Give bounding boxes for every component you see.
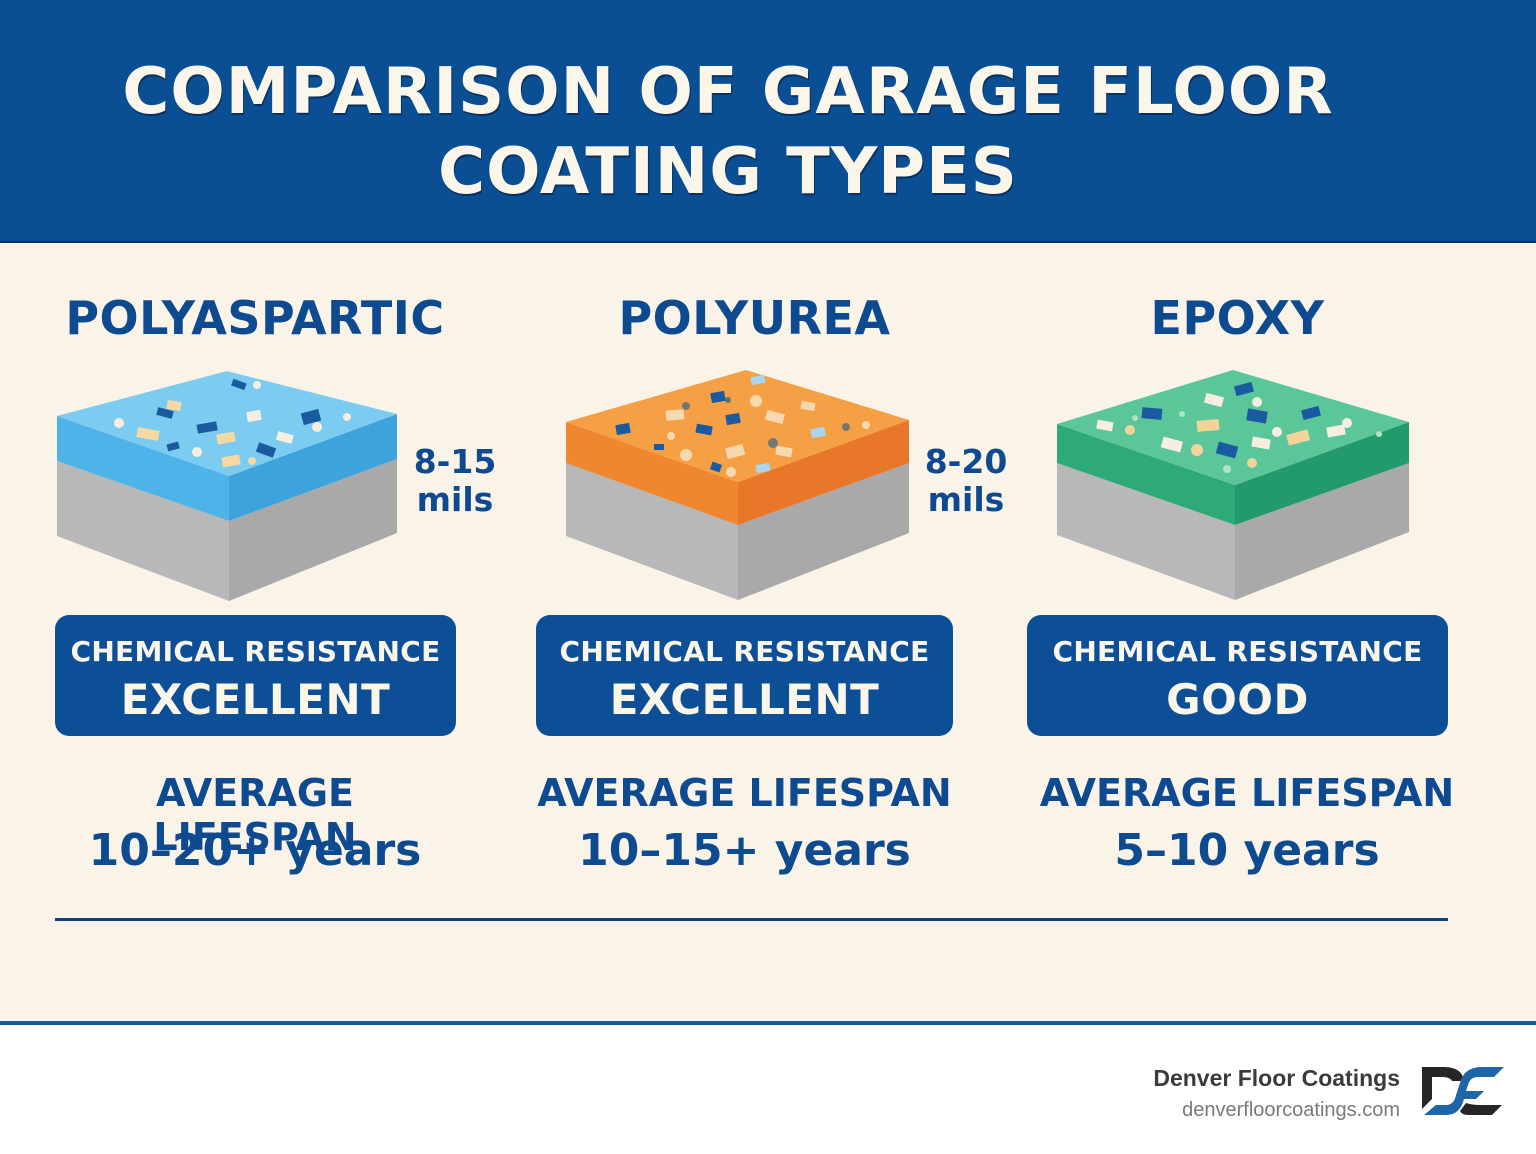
footer: Denver Floor Coatings denverfloorcoating… [0, 1029, 1536, 1154]
title-line-2: COATING TYPES [438, 135, 1018, 209]
chemical-resistance-value: GOOD [1166, 675, 1309, 724]
coating-name: POLYASPARTIC [65, 291, 445, 345]
coating-column-polyaspartic: POLYASPARTIC [55, 243, 496, 943]
chemical-resistance-value: EXCELLENT [609, 675, 880, 724]
coating-column-polyurea: POLYUREA [536, 243, 1007, 943]
section-divider [55, 918, 1448, 921]
chemical-resistance-label: CHEMICAL RESISTANCE [1052, 635, 1423, 668]
polyurea-layer-block-icon [566, 370, 909, 600]
lifespan-label: AVERAGE LIFESPAN [153, 771, 357, 859]
title-line-1: COMPARISON OF GARAGE FLOOR [122, 55, 1334, 129]
lifespan-value: 10–15+ years [578, 825, 911, 876]
thickness-label: 8-15 mils [400, 443, 510, 519]
polyaspartic-layer-block-icon [57, 371, 397, 601]
page-title: COMPARISON OF GARAGE FLOOR COATING TYPES [0, 52, 1456, 212]
header-banner: COMPARISON OF GARAGE FLOOR COATING TYPES [0, 0, 1536, 243]
chemical-resistance-badge: CHEMICAL RESISTANCE EXCELLENT [536, 615, 953, 736]
chemical-resistance-badge: CHEMICAL RESISTANCE EXCELLENT [55, 615, 456, 736]
lifespan-value: 10–20+ years [88, 825, 422, 876]
brand-name: Denver Floor Coatings [1153, 1065, 1400, 1091]
thickness-unit: mils [927, 480, 1005, 519]
thickness-label: 8-20 mils [911, 443, 1021, 519]
chemical-resistance-value: EXCELLENT [120, 675, 391, 724]
thickness-unit: mils [416, 480, 494, 519]
lifespan-label: AVERAGE LIFESPAN [537, 771, 952, 815]
lifespan-label: AVERAGE LIFESPAN [1039, 771, 1455, 815]
coating-name: EPOXY [1150, 291, 1325, 345]
df-monogram-logo-icon [1422, 1067, 1504, 1115]
brand-url[interactable]: denverfloorcoatings.com [1182, 1099, 1400, 1121]
chemical-resistance-label: CHEMICAL RESISTANCE [559, 635, 930, 668]
thickness-value: 8-20 [924, 442, 1008, 481]
thickness-value: 8-15 [413, 442, 497, 481]
chemical-resistance-badge: CHEMICAL RESISTANCE GOOD [1027, 615, 1448, 736]
coating-name: POLYUREA [618, 291, 891, 345]
chemical-resistance-label: CHEMICAL RESISTANCE [70, 635, 441, 668]
comparison-panel: POLYASPARTIC [0, 243, 1536, 1025]
coating-column-epoxy: EPOXY [1027, 243, 1454, 943]
lifespan-value: 5–10 years [1114, 825, 1380, 876]
epoxy-layer-block-icon [1057, 370, 1409, 600]
